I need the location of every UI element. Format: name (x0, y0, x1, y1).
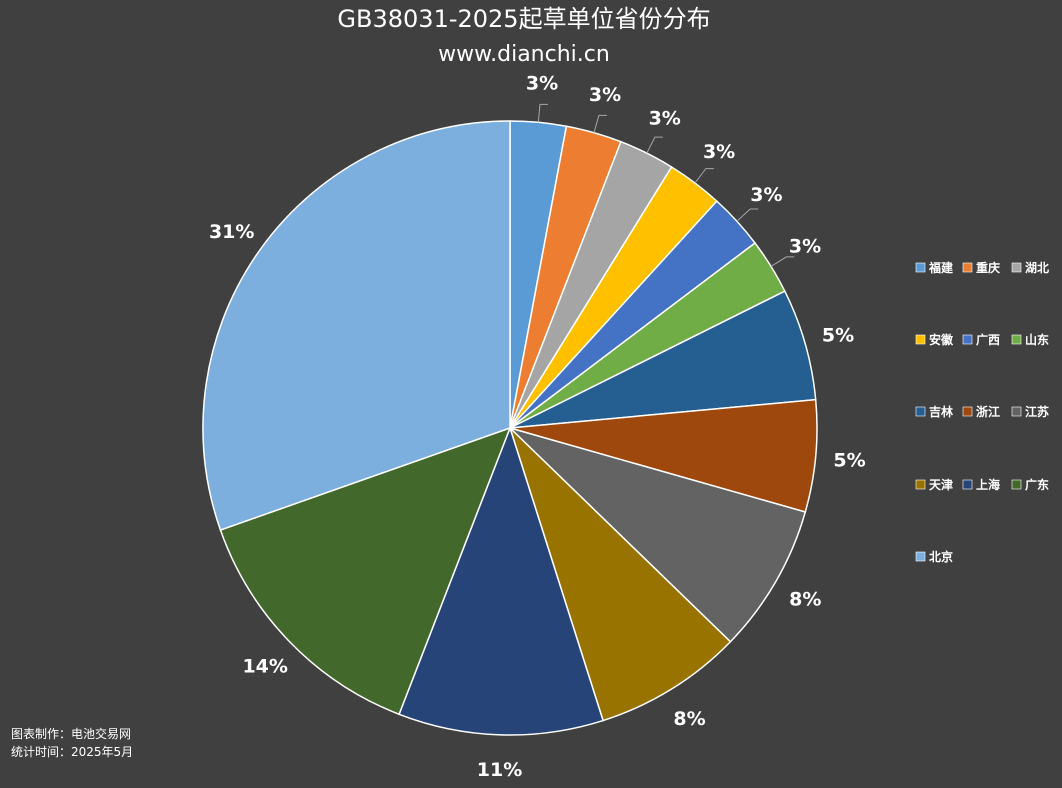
footer-date: 统计时间：2025年5月 (11, 745, 133, 759)
data-label-10: 11% (477, 759, 522, 781)
pie-slice-10 (398, 425, 605, 736)
legend-swatch-10 (962, 479, 973, 490)
legend-swatch-4 (962, 334, 973, 345)
legend-swatch-6 (915, 406, 926, 417)
data-label-11: 14% (242, 655, 287, 677)
legend-label-6: 吉林 (929, 404, 953, 419)
data-label-2: 3% (649, 107, 681, 129)
leader-lines (537, 103, 795, 267)
legend-swatch-5 (1011, 334, 1022, 345)
data-label-9: 8% (673, 708, 705, 730)
legend-swatch-7 (962, 406, 973, 417)
pie-slice-12 (202, 120, 511, 531)
legend-swatch-9 (915, 479, 926, 490)
legend-label-1: 重庆 (976, 260, 1000, 275)
legend-label-9: 天津 (929, 477, 953, 492)
data-label-0: 3% (526, 73, 558, 95)
data-label-3: 3% (703, 141, 735, 163)
pie-slice-9 (509, 427, 732, 722)
legend-swatch-2 (1011, 262, 1022, 273)
legend-label-12: 北京 (929, 549, 953, 564)
legend-swatch-12 (915, 551, 926, 562)
legend-label-11: 广东 (1025, 477, 1049, 492)
chart-title: GB38031-2025起草单位省份分布 (337, 5, 710, 33)
data-label-1: 3% (589, 84, 621, 106)
legend-swatch-11 (1011, 479, 1022, 490)
data-label-4: 3% (750, 184, 782, 206)
pie-slice-8 (509, 427, 807, 643)
leader-line-5 (770, 256, 795, 267)
leader-line-4 (736, 208, 759, 222)
data-label-12: 31% (209, 221, 254, 243)
leader-line-0 (537, 103, 548, 123)
legend-swatch-3 (915, 334, 926, 345)
legend-label-10: 上海 (976, 477, 1000, 492)
leader-line-1 (593, 114, 607, 133)
legend-label-4: 广西 (976, 332, 1000, 347)
data-label-8: 8% (789, 589, 821, 611)
footer-maker: 图表制作：电池交易网 (11, 726, 131, 741)
data-labels: 3% 3% 3% 3% 3% 3% 5% 5% 8% 8% 11% 14% 31% (209, 73, 866, 781)
pie-slices (202, 120, 818, 736)
data-label-6: 5% (822, 325, 854, 347)
chart-subtitle: www.dianchi.cn (438, 42, 610, 67)
pie-slice-11 (219, 426, 512, 716)
legend-label-0: 福建 (928, 260, 954, 275)
legend-label-3: 安徽 (929, 332, 954, 347)
data-label-7: 5% (833, 450, 865, 472)
legend-swatch-1 (962, 262, 973, 273)
data-label-5: 3% (789, 235, 821, 257)
legend-label-8: 江苏 (1025, 404, 1049, 419)
legend-label-5: 山东 (1025, 332, 1049, 347)
legend-swatch-8 (1011, 406, 1022, 417)
leader-line-2 (646, 136, 663, 154)
legend-label-7: 浙江 (976, 404, 1000, 419)
legend-label-2: 湖北 (1025, 260, 1049, 275)
leader-line-3 (694, 168, 714, 184)
legend-swatch-0 (915, 262, 926, 273)
